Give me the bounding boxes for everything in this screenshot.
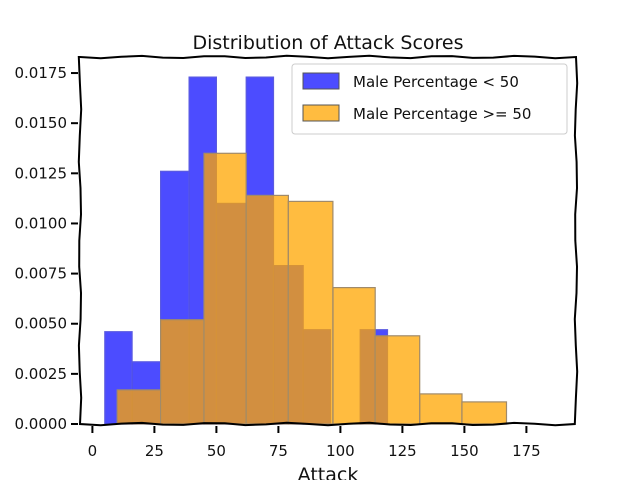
bars-layer [104,76,508,425]
y-tick-label: 0.0025 [15,365,68,383]
x-axis: 0 25 50 75 100 125 150 175 [88,426,541,460]
y-tick-label: 0.0125 [15,164,68,182]
y-tick-label: 0.0075 [15,265,68,283]
legend-box [291,63,568,135]
x-tick-label: 50 [207,442,226,460]
bar-series-2-bin-1 [116,389,162,425]
y-axis: 0.0000 0.0025 0.0050 0.0075 0.0100 0.0125 0.01… [15,64,78,433]
bar-series-2-bin-6 [332,287,376,425]
y-tick-label: 0.0100 [15,214,68,232]
bar-series-2-bin-9 [461,401,508,425]
y-tick-label: 0.0050 [15,315,68,333]
x-tick-label: 125 [388,442,417,460]
legend: Male Percentage < 50 Male Percentage >= … [291,63,568,135]
bar-series-2-bin-7 [374,335,421,425]
bar-series-2-bin-8 [419,393,463,425]
y-tick-label: 0.0000 [15,415,68,433]
x-tick-label: 75 [269,442,288,460]
x-tick-label: 175 [512,442,541,460]
legend-swatch-series-1 [302,72,340,90]
legend-label-series-2: Male Percentage >= 50 [353,105,531,123]
legend-swatch-series-2 [302,104,340,122]
legend-label-series-1: Male Percentage < 50 [353,73,519,91]
chart-title: Distribution of Attack Scores [192,32,463,54]
bar-series-2-bin-4 [245,194,289,425]
x-tick-label: 150 [450,442,479,460]
x-tick-label: 100 [326,442,355,460]
x-tick-label: 0 [88,442,98,460]
x-tick-label: 25 [145,442,164,460]
bar-series-2-bin-2 [160,319,205,425]
y-tick-label: 0.0175 [15,64,68,82]
plot-frame [77,54,579,427]
y-tick-label: 0.0150 [15,114,68,132]
bar-series-2-bin-3 [203,152,247,425]
bar-series-2-bin-5 [287,200,334,425]
x-axis-label: Attack [298,464,359,480]
